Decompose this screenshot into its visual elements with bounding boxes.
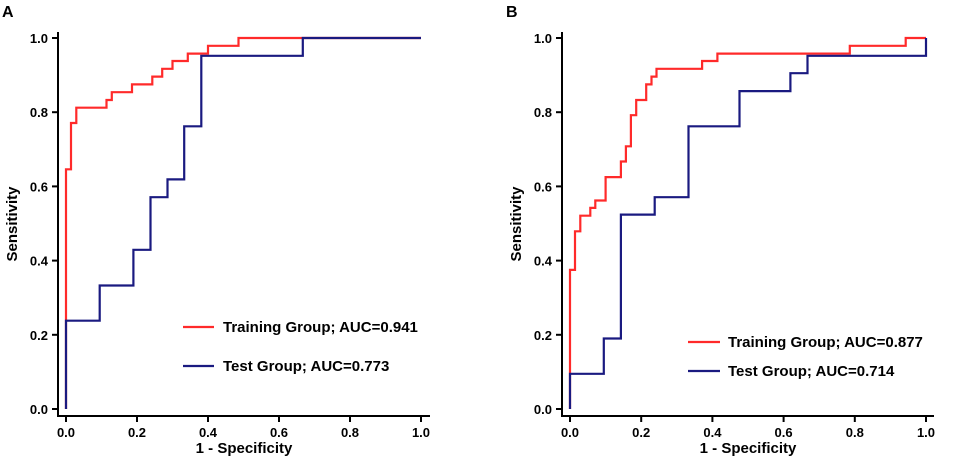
legend-label-test-a: Test Group; AUC=0.773 <box>223 358 389 375</box>
y-axis-title-b: Sensitivity <box>508 186 525 262</box>
x-tick-label-a: 0.6 <box>270 425 288 440</box>
x-axis-title-a: 1 - Specificity <box>196 440 293 457</box>
y-tick-label-a: 1.0 <box>30 31 48 46</box>
panel-label-b: B <box>506 4 518 21</box>
y-axis-title-a: Sensitivity <box>4 186 21 262</box>
roc-panel-b: B Sensitivity 1 - Specificity 0.0 0.2 0.4 0… <box>506 4 935 457</box>
axis-ticks-a: 0.0 0.2 0.4 0.6 0.8 1.0 0.0 0.2 0.4 0.6 0.8 1.0 <box>30 31 430 440</box>
legend-b: Training Group; AUC=0.877 Test Group; AU… <box>688 334 923 380</box>
axis-ticks-b: 0.0 0.2 0.4 0.6 0.8 1.0 0.0 0.2 0.4 0.6 0.8 1.0 <box>534 31 935 440</box>
x-tick-label-a: 0.0 <box>57 425 75 440</box>
x-tick-label-a: 0.2 <box>128 425 146 440</box>
x-tick-label-b: 0.6 <box>775 425 793 440</box>
y-tick-label-b: 0.0 <box>534 402 552 417</box>
roc-panel-a: A Sensitivity 1 - Specificity 0.0 0.2 0.4 0… <box>2 4 430 457</box>
x-tick-label-b: 0.2 <box>632 425 650 440</box>
legend-label-training-b: Training Group; AUC=0.877 <box>728 334 923 351</box>
y-tick-label-b: 1.0 <box>534 31 552 46</box>
roc-curve-test-a <box>64 36 421 409</box>
x-tick-label-a: 0.4 <box>199 425 218 440</box>
y-tick-label-b: 0.6 <box>534 179 552 194</box>
x-tick-label-b: 0.8 <box>846 425 864 440</box>
y-tick-label-b: 0.2 <box>534 328 552 343</box>
series-layer-a <box>64 36 421 409</box>
legend-label-test-b: Test Group; AUC=0.714 <box>728 363 895 380</box>
y-tick-label-a: 0.4 <box>30 254 49 269</box>
y-tick-label-b: 0.4 <box>534 254 553 269</box>
x-tick-label-b: 1.0 <box>917 425 935 440</box>
y-tick-label-a: 0.6 <box>30 179 48 194</box>
legend-a: Training Group; AUC=0.941 Test Group; AU… <box>183 319 418 375</box>
x-tick-label-a: 0.8 <box>341 425 359 440</box>
legend-label-training-a: Training Group; AUC=0.941 <box>223 319 418 336</box>
x-tick-label-b: 0.4 <box>703 425 722 440</box>
x-axis-title-b: 1 - Specificity <box>700 440 797 457</box>
y-tick-label-b: 0.8 <box>534 105 552 120</box>
roc-curve-training-a <box>64 36 421 409</box>
y-tick-label-a: 0.2 <box>30 328 48 343</box>
y-tick-label-a: 0.8 <box>30 105 48 120</box>
roc-curve-test-b <box>568 38 928 409</box>
roc-curve-training-b <box>568 36 926 409</box>
x-tick-label-a: 1.0 <box>412 425 430 440</box>
y-tick-label-a: 0.0 <box>30 402 48 417</box>
series-layer-b <box>568 36 928 409</box>
x-tick-label-b: 0.0 <box>561 425 579 440</box>
panel-label-a: A <box>2 4 14 21</box>
